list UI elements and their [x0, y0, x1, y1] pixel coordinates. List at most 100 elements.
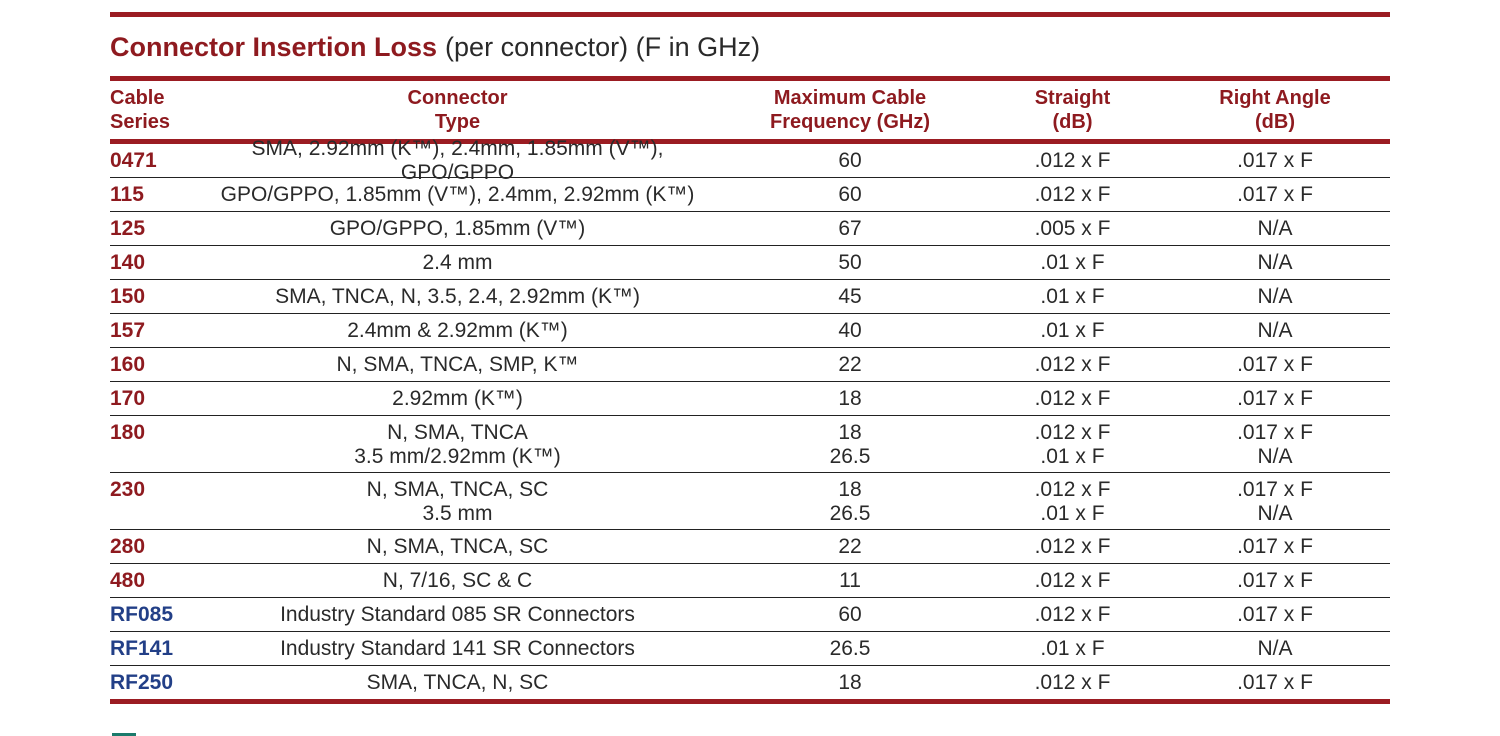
straight-loss-cell-line: .012 x F: [1034, 478, 1111, 501]
max-frequency-cell-line: 22: [838, 352, 862, 376]
connector-type-cell: SMA, 2.92mm (K™), 2.4mm, 1.85mm (V™), GP…: [200, 137, 715, 185]
connector-type-cell-line: SMA, TNCA, N, SC: [366, 670, 549, 694]
max-frequency-cell: 26.5: [715, 637, 985, 661]
max-frequency-cell-line: 26.5: [829, 636, 871, 660]
bottom-rule: [110, 699, 1390, 704]
right-angle-loss-cell-line: .017 x F: [1237, 478, 1313, 501]
straight-loss-cell: .012 x F .01 x F: [985, 421, 1160, 469]
straight-loss-cell-line: .01 x F: [1040, 250, 1105, 274]
max-frequency-cell-line: 60: [838, 602, 862, 626]
connector-type-cell-line: N, 7/16, SC & C: [382, 568, 533, 592]
connector-type-cell-line: Industry Standard 141 SR Connectors: [280, 636, 635, 660]
straight-loss-cell: .012 x F: [985, 671, 1160, 695]
straight-loss-cell-line: .01 x F: [1040, 318, 1105, 342]
right-angle-loss-cell-line: .017 x F: [1237, 534, 1313, 558]
connector-type-cell-line: N, SMA, TNCA: [387, 421, 528, 444]
table-row: 150 SMA, TNCA, N, 3.5, 2.4, 2.92mm (K™) 45…: [110, 280, 1390, 314]
cable-series-cell: RF250: [110, 670, 174, 694]
right-angle-loss-cell-line: .017 x F: [1237, 182, 1313, 206]
table-row: 180 N, SMA, TNCA 3.5 mm/2.92mm (K™) 18 26.5.…: [110, 416, 1390, 473]
straight-loss-cell: .01 x F: [985, 251, 1160, 275]
title-rest: (per connector) (F in GHz): [445, 32, 761, 62]
table-row: RF085 Industry Standard 085 SR Connectors…: [110, 598, 1390, 632]
right-angle-loss-cell: .017 x F N/A: [1160, 421, 1390, 469]
connector-type-cell-line: 3.5 mm: [422, 502, 493, 525]
right-angle-loss-cell-line: N/A: [1257, 250, 1293, 274]
max-frequency-cell-line: 18: [838, 670, 862, 694]
header-right-angle: Right Angle (dB): [1219, 87, 1331, 133]
straight-loss-cell-line: .012 x F: [1034, 602, 1111, 626]
right-angle-loss-cell: .017 x F: [1160, 569, 1390, 593]
max-frequency-cell-line: 60: [838, 182, 862, 206]
cable-series-cell: 0471: [110, 148, 157, 172]
straight-loss-cell-line: .012 x F: [1034, 148, 1111, 172]
max-frequency-cell: 67: [715, 217, 985, 241]
table-row: 115 GPO/GPPO, 1.85mm (V™), 2.4mm, 2.92mm …: [110, 178, 1390, 212]
right-angle-loss-cell-line: N/A: [1257, 318, 1293, 342]
straight-loss-cell: .012 x F: [985, 183, 1160, 207]
right-angle-loss-cell-line: .017 x F: [1237, 602, 1313, 626]
straight-loss-cell: .012 x F: [985, 569, 1160, 593]
cable-series-cell: 140: [110, 250, 146, 274]
connector-type-cell: N, SMA, TNCA, SC 3.5 mm: [200, 478, 715, 526]
right-angle-loss-cell-line: N/A: [1257, 636, 1293, 660]
top-rule: [110, 12, 1390, 17]
table-row: RF250 SMA, TNCA, N, SC 18 .012 x F .017 x F: [110, 666, 1390, 699]
title-bold: Connector Insertion Loss: [110, 32, 438, 62]
straight-loss-cell: .01 x F: [985, 319, 1160, 343]
right-angle-loss-cell: .017 x F: [1160, 183, 1390, 207]
straight-loss-cell-line: .012 x F: [1034, 670, 1111, 694]
table-row: 170 2.92mm (K™) 18 .012 x F .017 x F: [110, 382, 1390, 416]
max-frequency-cell: 22: [715, 535, 985, 559]
connector-type-cell: N, 7/16, SC & C: [200, 569, 715, 593]
connector-type-cell: SMA, TNCA, N, 3.5, 2.4, 2.92mm (K™): [200, 285, 715, 309]
right-angle-loss-cell: N/A: [1160, 285, 1390, 309]
straight-loss-cell-line: .012 x F: [1034, 352, 1111, 376]
max-frequency-cell: 50: [715, 251, 985, 275]
straight-loss-cell-line: .01 x F: [1040, 636, 1105, 660]
max-frequency-cell: 40: [715, 319, 985, 343]
max-frequency-cell: 60: [715, 149, 985, 173]
straight-loss-cell-line: .01 x F: [1040, 284, 1105, 308]
max-frequency-cell-line: 67: [838, 216, 862, 240]
connector-type-cell: N, SMA, TNCA, SC: [200, 535, 715, 559]
table-row: RF141 Industry Standard 141 SR Connectors…: [110, 632, 1390, 666]
header-straight: Straight (dB): [1034, 87, 1111, 133]
straight-loss-cell: .012 x F: [985, 387, 1160, 411]
cable-series-cell: 125: [110, 216, 146, 240]
connector-type-cell: SMA, TNCA, N, SC: [200, 671, 715, 695]
connector-type-cell: N, SMA, TNCA 3.5 mm/2.92mm (K™): [200, 421, 715, 469]
straight-loss-cell-line: .01 x F: [1040, 445, 1105, 468]
right-angle-loss-cell: N/A: [1160, 251, 1390, 275]
straight-loss-cell-line: .005 x F: [1034, 216, 1111, 240]
connector-type-cell: Industry Standard 085 SR Connectors: [200, 603, 715, 627]
max-frequency-cell-line: 18: [838, 478, 862, 501]
table-row: 160 N, SMA, TNCA, SMP, K™ 22 .012 x F .017 x…: [110, 348, 1390, 382]
right-angle-loss-cell: .017 x F: [1160, 149, 1390, 173]
cable-series-cell: RF085: [110, 602, 174, 626]
right-angle-loss-cell: .017 x F: [1160, 353, 1390, 377]
right-angle-loss-cell-line: N/A: [1257, 502, 1293, 525]
connector-type-cell: GPO/GPPO, 1.85mm (V™), 2.4mm, 2.92mm (K™…: [200, 183, 715, 207]
connector-type-cell-line: Industry Standard 085 SR Connectors: [280, 602, 635, 626]
right-angle-loss-cell: .017 x F: [1160, 671, 1390, 695]
max-frequency-cell: 60: [715, 603, 985, 627]
max-frequency-cell-line: 50: [838, 250, 862, 274]
table-row: 140 2.4 mm 50 .01 x F N/A: [110, 246, 1390, 280]
straight-loss-cell-line: .012 x F: [1034, 534, 1111, 558]
header-cable-series: Cable Series: [110, 87, 171, 133]
straight-loss-cell: .005 x F: [985, 217, 1160, 241]
connector-type-cell-line: 2.92mm (K™): [392, 386, 523, 410]
connector-type-cell-line: N, SMA, TNCA, SC: [366, 478, 549, 501]
right-angle-loss-cell: .017 x F: [1160, 387, 1390, 411]
right-angle-loss-cell-line: .017 x F: [1237, 568, 1313, 592]
connector-type-cell-line: SMA, TNCA, N, 3.5, 2.4, 2.92mm (K™): [275, 284, 640, 308]
connector-type-cell-line: SMA, 2.92mm (K™), 2.4mm, 1.85mm (V™), GP…: [251, 136, 664, 184]
right-angle-loss-cell-line: .017 x F: [1237, 670, 1313, 694]
table-row: 480 N, 7/16, SC & C 11 .012 x F .017 x F: [110, 564, 1390, 598]
max-frequency-cell-line: 26.5: [829, 502, 871, 525]
max-frequency-cell-line: 22: [838, 534, 862, 558]
connector-type-cell-line: 2.4mm & 2.92mm (K™): [347, 318, 568, 342]
right-angle-loss-cell-line: .017 x F: [1237, 386, 1313, 410]
straight-loss-cell-line: .012 x F: [1034, 568, 1111, 592]
